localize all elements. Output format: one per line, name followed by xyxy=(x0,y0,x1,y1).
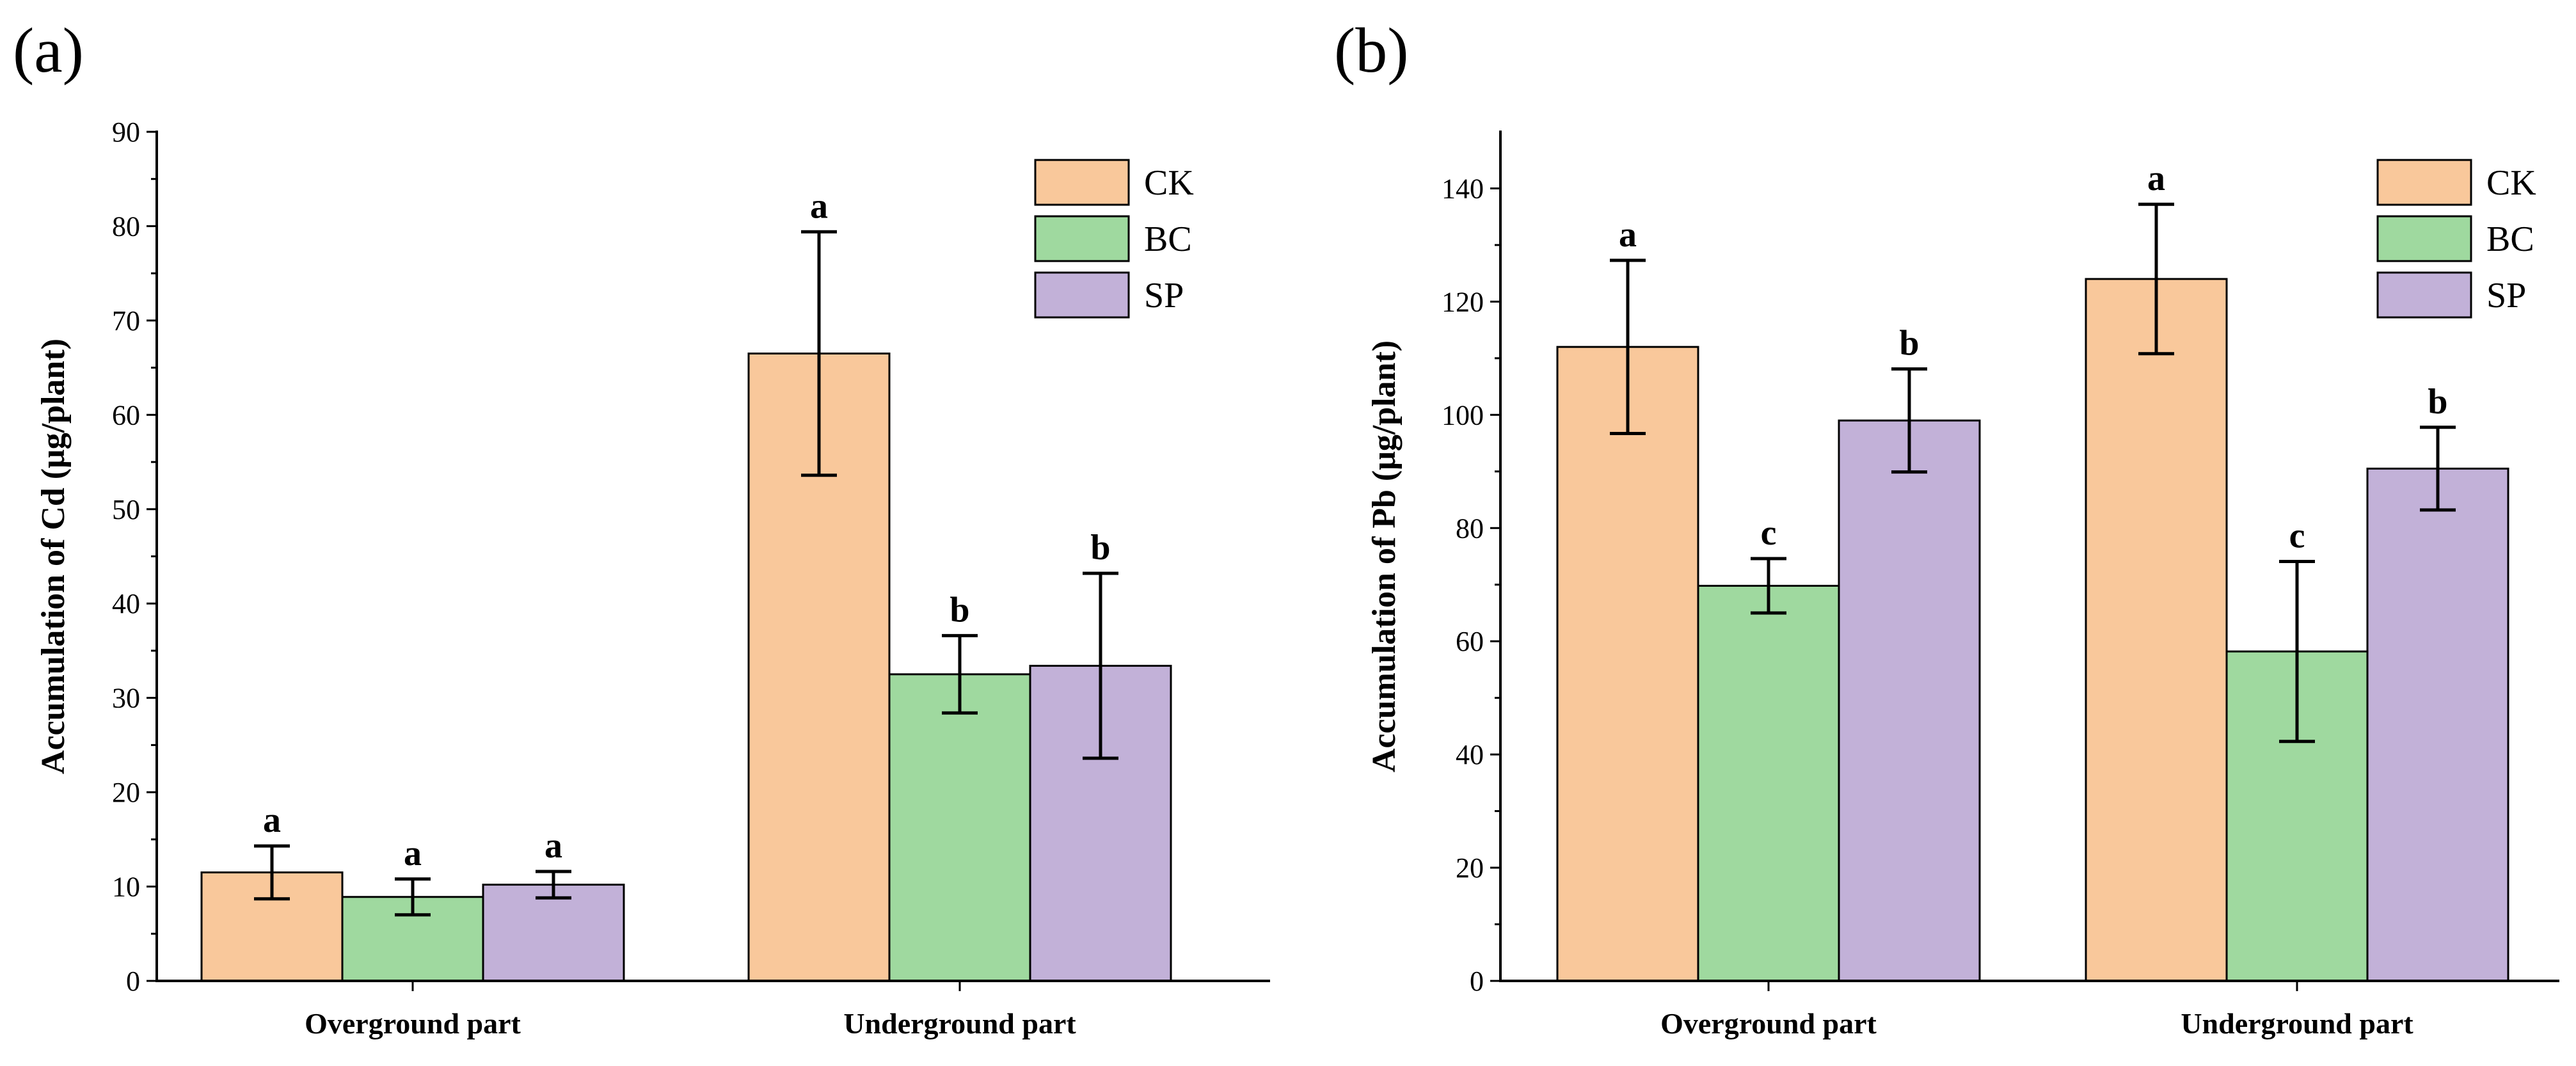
legend-swatch-bc xyxy=(1034,215,1130,262)
y-tick-label: 90 xyxy=(112,116,140,148)
panel-label: (b) xyxy=(1334,15,1409,86)
x-category-label: Underground part xyxy=(2181,1007,2413,1040)
chart-panel-a: (a) 0 10 20 30 40 50 60 70 80 90 a a a Overground part… xyxy=(13,15,1270,1040)
legend-swatch-sp xyxy=(1034,271,1130,319)
y-tick-label: 0 xyxy=(1470,966,1484,997)
legend-swatch-sp xyxy=(2376,271,2472,319)
y-tick-label: 20 xyxy=(112,777,140,808)
bar-ck xyxy=(1556,346,1699,982)
y-tick-label: 100 xyxy=(1442,399,1484,431)
legend-label-bc: BC xyxy=(1144,219,1192,259)
legend-label-sp: SP xyxy=(2486,276,2526,315)
y-tick-label: 40 xyxy=(1456,739,1484,770)
y-axis-label: Accumulation of Pb (μg/plant) xyxy=(1366,340,1403,772)
legend-label-ck: CK xyxy=(2486,163,2536,203)
significance-letter: b xyxy=(950,590,969,630)
y-tick-label: 140 xyxy=(1442,173,1484,204)
bar-bc xyxy=(1697,585,1840,982)
x-category-label: Overground part xyxy=(305,1007,521,1040)
y-tick-label: 60 xyxy=(1456,626,1484,657)
y-tick-label: 80 xyxy=(1456,513,1484,544)
y-tick-label: 120 xyxy=(1442,286,1484,317)
chart-panel-b: (b) 0 20 40 60 80 100 120 140 a c b Overground part a… xyxy=(1334,15,2559,1040)
x-category-label: Overground part xyxy=(1660,1007,1877,1040)
significance-letter: c xyxy=(1761,513,1777,553)
y-tick-label: 80 xyxy=(112,211,140,242)
bar-sp xyxy=(1838,419,1981,982)
significance-letter: a xyxy=(810,186,828,226)
y-tick-label: 10 xyxy=(112,871,140,903)
significance-letter: b xyxy=(1899,324,1919,363)
legend-swatch-ck xyxy=(2376,159,2472,206)
significance-letter: c xyxy=(2289,516,2305,555)
significance-letter: b xyxy=(1090,528,1110,568)
y-tick-label: 20 xyxy=(1456,852,1484,884)
y-axis-label: Accumulation of Cd (μg/plant) xyxy=(35,338,72,774)
legend-label-ck: CK xyxy=(1144,163,1194,203)
bar-bc xyxy=(888,673,1031,982)
legend-label-bc: BC xyxy=(2486,219,2534,259)
significance-letter: a xyxy=(404,834,422,873)
significance-letter: a xyxy=(263,800,281,840)
y-tick-label: 50 xyxy=(112,494,140,525)
bar-ck xyxy=(2085,278,2228,982)
significance-letter: a xyxy=(545,826,562,866)
y-tick-label: 30 xyxy=(112,683,140,714)
panel-label: (a) xyxy=(13,15,84,86)
significance-letter: a xyxy=(2147,159,2165,198)
y-tick-label: 40 xyxy=(112,588,140,619)
legend-swatch-ck xyxy=(1034,159,1130,206)
significance-letter: b xyxy=(2428,382,2447,422)
legend-label-sp: SP xyxy=(1144,276,1184,315)
legend-swatch-bc xyxy=(2376,215,2472,262)
bar-sp xyxy=(2366,467,2509,982)
significance-letter: a xyxy=(1619,215,1637,255)
y-tick-label: 0 xyxy=(126,966,140,997)
y-tick-label: 60 xyxy=(112,399,140,431)
y-tick-label: 70 xyxy=(112,305,140,337)
x-category-label: Underground part xyxy=(843,1007,1076,1040)
